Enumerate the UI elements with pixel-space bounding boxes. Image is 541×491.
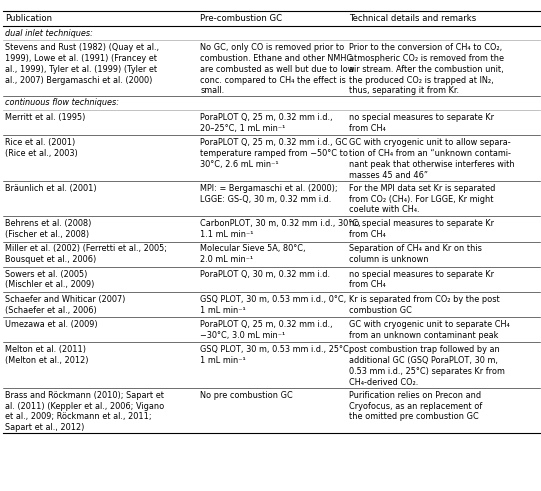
Text: post combustion trap followed by an
additional GC (GSQ PoraPLOT, 30 m,
0.53 mm i: post combustion trap followed by an addi… <box>349 345 505 386</box>
Text: Purification relies on Precon and
Cryofocus, as an replacement of
the omitted pr: Purification relies on Precon and Cryofo… <box>349 391 482 421</box>
Text: Pre-combustion GC: Pre-combustion GC <box>200 14 282 23</box>
Text: Schaefer and Whiticar (2007)
(Schaefer et al., 2006): Schaefer and Whiticar (2007) (Schaefer e… <box>5 295 126 315</box>
Text: Kr is separated from CO₂ by the post
combustion GC: Kr is separated from CO₂ by the post com… <box>349 295 500 315</box>
Text: GSQ PLOT, 30 m, 0.53 mm i.d., 0°C,
1 mL min⁻¹: GSQ PLOT, 30 m, 0.53 mm i.d., 0°C, 1 mL … <box>200 295 346 315</box>
Text: PoraPLOT Q, 25 m, 0.32 mm i.d., GC
temperature ramped from −50°C to
30°C, 2.6 mL: PoraPLOT Q, 25 m, 0.32 mm i.d., GC tempe… <box>200 138 348 169</box>
Text: PoraPLOT Q, 25 m, 0.32 mm i.d.,
−30°C, 3.0 mL min⁻¹: PoraPLOT Q, 25 m, 0.32 mm i.d., −30°C, 3… <box>200 320 333 340</box>
Text: Molecular Sieve 5A, 80°C,
2.0 mL min⁻¹: Molecular Sieve 5A, 80°C, 2.0 mL min⁻¹ <box>200 245 306 264</box>
Text: Stevens and Rust (1982) (Quay et al.,
1999), Lowe et al. (1991) (Francey et
al.,: Stevens and Rust (1982) (Quay et al., 19… <box>5 43 160 84</box>
Text: Merritt et al. (1995): Merritt et al. (1995) <box>5 113 86 122</box>
Text: Separation of CH₄ and Kr on this
column is unknown: Separation of CH₄ and Kr on this column … <box>349 245 482 264</box>
Text: Sowers et al. (2005)
(Mischler et al., 2009): Sowers et al. (2005) (Mischler et al., 2… <box>5 270 95 289</box>
Text: Miller et al. (2002) (Ferretti et al., 2005;
Bousquet et al., 2006): Miller et al. (2002) (Ferretti et al., 2… <box>5 245 167 264</box>
Text: GC with cryogenic unit to separate CH₄
from an unknown contaminant peak: GC with cryogenic unit to separate CH₄ f… <box>349 320 510 340</box>
Text: MPI: = Bergamaschi et al. (2000);
LGGE: GS-Q, 30 m, 0.32 mm i.d.: MPI: = Bergamaschi et al. (2000); LGGE: … <box>200 184 338 204</box>
Text: dual inlet techniques:: dual inlet techniques: <box>5 28 93 38</box>
Text: CarbonPLOT, 30 m, 0.32 mm i.d., 30°C,
1.1 mL min⁻¹: CarbonPLOT, 30 m, 0.32 mm i.d., 30°C, 1.… <box>200 219 361 239</box>
Text: GSQ PLOT, 30 m, 0.53 mm i.d., 25°C,
1 mL min⁻¹: GSQ PLOT, 30 m, 0.53 mm i.d., 25°C, 1 mL… <box>200 345 352 365</box>
Text: Umezawa et al. (2009): Umezawa et al. (2009) <box>5 320 98 329</box>
Text: no special measures to separate Kr
from CH₄: no special measures to separate Kr from … <box>349 270 494 289</box>
Text: GC with cryogenic unit to allow separa-
tion of CH₄ from an “unknown contami-
na: GC with cryogenic unit to allow separa- … <box>349 138 514 180</box>
Text: Bräunlich et al. (2001): Bräunlich et al. (2001) <box>5 184 97 193</box>
Text: Melton et al. (2011)
(Melton et al., 2012): Melton et al. (2011) (Melton et al., 201… <box>5 345 89 365</box>
Text: Rice et al. (2001)
(Rice et al., 2003): Rice et al. (2001) (Rice et al., 2003) <box>5 138 78 158</box>
Text: Technical details and remarks: Technical details and remarks <box>349 14 476 23</box>
Text: Publication: Publication <box>5 14 52 23</box>
Text: PoraPLOT Q, 30 m, 0.32 mm i.d.: PoraPLOT Q, 30 m, 0.32 mm i.d. <box>200 270 330 279</box>
Text: For the MPI data set Kr is separated
from CO₂ (CH₄). For LGGE, Kr might
coelute : For the MPI data set Kr is separated fro… <box>349 184 496 215</box>
Text: No GC, only CO is removed prior to
combustion. Ethane and other NMHC
are combust: No GC, only CO is removed prior to combu… <box>200 43 354 95</box>
Text: Behrens et al. (2008)
(Fischer et al., 2008): Behrens et al. (2008) (Fischer et al., 2… <box>5 219 92 239</box>
Text: no special measures to separate Kr
from CH₄: no special measures to separate Kr from … <box>349 219 494 239</box>
Text: PoraPLOT Q, 25 m, 0.32 mm i.d.,
20–25°C, 1 mL min⁻¹: PoraPLOT Q, 25 m, 0.32 mm i.d., 20–25°C,… <box>200 113 333 133</box>
Text: Brass and Röckmann (2010); Sapart et
al. (2011) (Keppler et al., 2006; Vigano
et: Brass and Röckmann (2010); Sapart et al.… <box>5 391 164 432</box>
Text: Prior to the conversion of CH₄ to CO₂,
atmospheric CO₂ is removed from the
air s: Prior to the conversion of CH₄ to CO₂, a… <box>349 43 504 95</box>
Text: continuous flow techniques:: continuous flow techniques: <box>5 98 120 108</box>
Text: no special measures to separate Kr
from CH₄: no special measures to separate Kr from … <box>349 113 494 133</box>
Text: No pre combustion GC: No pre combustion GC <box>200 391 293 400</box>
